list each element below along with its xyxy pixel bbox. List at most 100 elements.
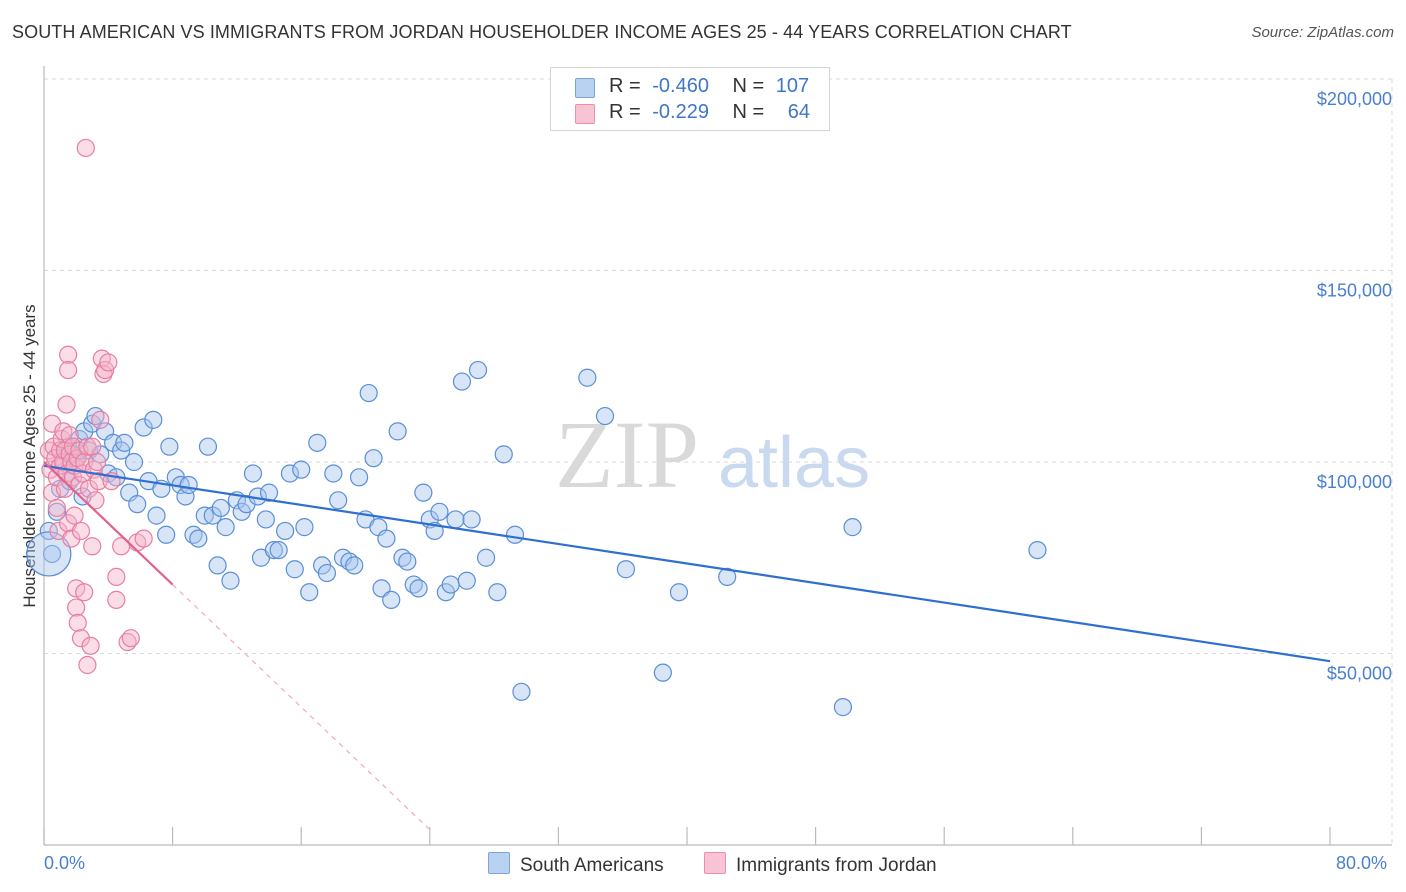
point-jordan <box>76 138 95 158</box>
point-south-american <box>324 464 343 483</box>
point-south-american <box>134 418 153 437</box>
y-tick-label: $50,000 <box>1327 664 1392 684</box>
point-south-american <box>494 445 513 464</box>
point-south-american <box>718 567 737 587</box>
point-jordan <box>134 529 153 548</box>
point-south-american <box>505 525 525 544</box>
point-south-american <box>446 510 465 529</box>
point-south-american <box>160 437 179 456</box>
point-south-american <box>269 540 288 560</box>
point-south-american <box>382 590 401 609</box>
point-jordan <box>70 475 89 495</box>
bottom-legend-south-americans[interactable]: South Americans <box>488 852 664 877</box>
legend-n-value: 64 <box>787 101 811 123</box>
series-immigrants-from-jordan <box>39 138 153 675</box>
point-south-american <box>47 502 66 521</box>
point-south-american <box>364 449 383 468</box>
point-south-american <box>329 491 348 510</box>
point-south-american <box>653 663 672 682</box>
axes <box>43 66 1392 846</box>
point-south-american <box>39 521 58 541</box>
trend-line-jordan <box>43 461 174 586</box>
point-south-american <box>208 556 227 575</box>
point-south-american <box>42 544 62 564</box>
series-south-americans <box>26 360 1047 717</box>
point-south-american <box>414 483 433 502</box>
watermark-zip: ZIP <box>555 401 699 508</box>
point-south-american <box>441 575 460 594</box>
point-south-american <box>264 540 283 560</box>
point-south-american <box>221 571 240 590</box>
point-south-american <box>669 583 689 602</box>
point-south-american <box>512 682 531 701</box>
point-jordan <box>62 529 81 548</box>
point-jordan <box>107 590 126 609</box>
point-south-american <box>388 422 407 441</box>
legend-r-value: -0.229 <box>652 101 709 123</box>
point-jordan <box>71 521 91 541</box>
x-tick-min: 0.0% <box>44 853 86 873</box>
legend-n-label: N = <box>732 101 765 123</box>
point-south-american <box>349 468 369 487</box>
correlation-legend: R = -0.460 N = 107 R = -0.229 N = 64 <box>550 67 830 131</box>
point-south-american <box>578 368 597 387</box>
legend-r-value: -0.460 <box>652 75 709 97</box>
point-south-american <box>115 433 134 452</box>
point-jordan <box>47 498 66 518</box>
point-jordan <box>75 583 94 602</box>
point-jordan <box>57 395 76 414</box>
point-jordan <box>68 613 87 632</box>
point-south-american <box>280 464 300 483</box>
point-south-american <box>157 525 176 544</box>
point-south-american <box>285 560 304 579</box>
point-south-american <box>144 410 163 429</box>
point-south-american <box>595 406 615 426</box>
point-south-american <box>359 383 378 403</box>
point-south-american <box>833 698 853 717</box>
point-south-american <box>211 498 230 518</box>
point-south-american <box>147 506 166 525</box>
point-south-american <box>488 583 507 602</box>
x-tick-max: 80.0% <box>1336 853 1388 873</box>
point-south-american-large <box>26 531 72 577</box>
legend-swatch-pink <box>575 104 595 124</box>
point-jordan <box>89 472 108 491</box>
legend-r-label: R = <box>609 101 641 123</box>
point-jordan <box>78 437 97 456</box>
point-jordan <box>59 345 78 364</box>
source-label: Source: ZipAtlas.com <box>1251 24 1394 41</box>
point-south-american <box>189 529 208 548</box>
legend-n-value: 107 <box>775 75 810 97</box>
point-south-american <box>300 583 319 602</box>
point-south-american <box>259 483 279 502</box>
point-jordan <box>78 655 97 675</box>
y-tick-labels: $50,000 $100,000 $150,000 $200,000 <box>1317 89 1392 684</box>
y-tick-label: $150,000 <box>1317 281 1392 301</box>
point-south-american <box>256 510 275 529</box>
point-jordan <box>121 629 140 648</box>
point-jordan <box>91 410 110 429</box>
point-south-american <box>216 518 235 537</box>
point-south-american <box>377 529 396 548</box>
point-jordan <box>67 598 86 617</box>
point-south-american <box>398 552 417 571</box>
point-south-american <box>295 518 314 537</box>
point-jordan <box>83 537 102 556</box>
point-south-american <box>345 556 364 575</box>
chart-title: SOUTH AMERICAN VS IMMIGRANTS FROM JORDAN… <box>12 22 1072 42</box>
point-south-american <box>476 548 496 567</box>
bottom-legend-swatch-pink <box>704 852 726 874</box>
point-south-american <box>198 437 218 456</box>
point-south-american <box>843 518 862 537</box>
point-south-american <box>308 433 327 452</box>
point-south-american <box>452 372 472 391</box>
point-jordan <box>87 452 107 472</box>
point-south-american <box>179 475 198 495</box>
point-south-american <box>128 495 147 514</box>
bottom-legend-jordan[interactable]: Immigrants from Jordan <box>704 852 937 877</box>
legend-swatch-blue <box>575 78 595 98</box>
point-south-american <box>457 571 476 590</box>
bottom-legend-label: Immigrants from Jordan <box>736 855 937 876</box>
point-jordan <box>99 353 118 372</box>
